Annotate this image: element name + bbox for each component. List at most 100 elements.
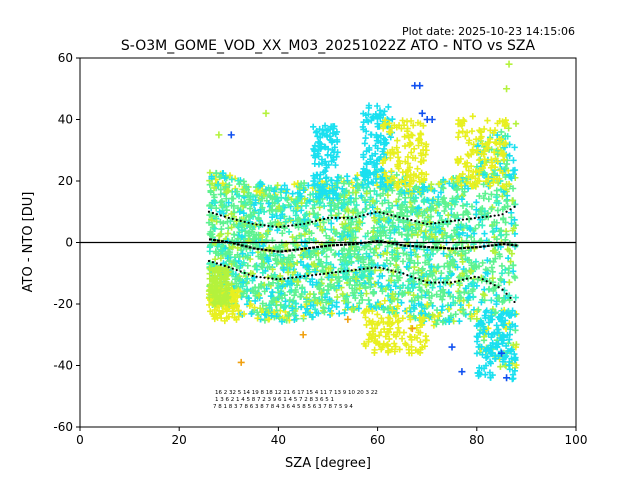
scatter-point	[403, 341, 410, 349]
scatter-point	[285, 312, 292, 320]
scatter-point	[503, 374, 511, 382]
scatter-point	[230, 290, 237, 297]
std-mark	[509, 296, 512, 299]
scatter-point	[324, 151, 331, 159]
scatter-point	[489, 349, 496, 357]
std-mark	[378, 266, 381, 269]
std-mark	[322, 272, 326, 275]
scatter-point	[489, 228, 497, 236]
scatter-point	[428, 230, 435, 238]
scatter-point	[320, 305, 327, 312]
scatter-point	[472, 136, 480, 143]
scatter-point	[274, 227, 281, 234]
scatter-point	[265, 316, 272, 323]
scatter-point	[404, 153, 412, 161]
scatter-point	[380, 325, 388, 333]
scatter-point	[426, 256, 433, 263]
scatter-point	[342, 295, 350, 303]
scatter-point	[279, 211, 286, 218]
scatter-point	[235, 313, 242, 320]
scatter-point	[300, 186, 307, 194]
scatter-point	[369, 288, 377, 296]
scatter-point	[407, 208, 415, 216]
scatter-point	[488, 191, 495, 198]
scatter-point	[410, 292, 417, 299]
scatter-point	[419, 273, 427, 280]
scatter-point	[409, 132, 416, 139]
scatter-point	[418, 287, 425, 294]
scatter-point	[440, 250, 447, 257]
scatter-point	[378, 272, 386, 280]
scatter-point	[389, 307, 396, 314]
scatter-point	[372, 150, 379, 158]
scatter-point	[494, 158, 501, 165]
scatter-point	[478, 150, 485, 158]
scatter-point	[417, 309, 425, 317]
std-mark	[342, 216, 345, 219]
std-mark	[350, 269, 353, 272]
scatter-point	[438, 231, 446, 238]
std-mark	[283, 277, 286, 280]
scatter-point	[266, 302, 273, 309]
scatter-point	[278, 294, 286, 302]
std-mark	[489, 282, 492, 285]
scatter-point	[502, 342, 510, 350]
scatter-point	[249, 249, 256, 257]
scatter-point	[429, 250, 437, 258]
scatter-point	[465, 256, 473, 264]
scatter-point	[348, 234, 356, 242]
scatter-point	[420, 239, 427, 247]
std-mark	[283, 225, 286, 228]
std-mark	[398, 271, 401, 274]
std-mark	[215, 213, 218, 216]
scatter-point	[319, 126, 327, 134]
scatter-point	[403, 251, 410, 258]
scatter-point	[278, 186, 285, 193]
std-mark	[231, 217, 234, 220]
scatter-point	[360, 126, 367, 133]
scatter-point	[503, 231, 510, 238]
std-mark	[386, 268, 389, 271]
scatter-point	[502, 165, 509, 172]
scatter-point	[309, 190, 317, 198]
scatter-point	[302, 202, 310, 210]
scatter-point	[429, 197, 437, 204]
scatter-point	[488, 205, 495, 213]
count-row-1: 16 2 32 5 14 19 8 18 12 21 6 17 15 4 11 …	[215, 390, 378, 396]
scatter-point	[215, 131, 223, 139]
std-mark	[497, 286, 500, 289]
scatter-point	[471, 245, 478, 252]
scatter-point	[420, 176, 428, 184]
scatter-point	[384, 149, 391, 156]
scatter-point	[301, 251, 309, 258]
scatter-point	[228, 224, 235, 231]
scatter-point	[312, 268, 319, 275]
scatter-point	[435, 223, 443, 230]
scatter-point	[362, 243, 369, 250]
scatter-point	[314, 299, 321, 307]
scatter-point	[360, 309, 368, 317]
std-mark	[326, 272, 330, 275]
std-mark	[505, 292, 508, 295]
std-mark	[481, 216, 484, 219]
scatter-point	[306, 290, 314, 298]
scatter-point	[282, 195, 289, 202]
scatter-point	[502, 121, 509, 129]
scatter-point	[265, 281, 273, 288]
scatter-point	[233, 262, 241, 270]
scatter-point	[458, 195, 466, 203]
scatter-point	[440, 235, 447, 242]
std-mark	[426, 222, 429, 226]
std-mark	[299, 275, 302, 278]
scatter-point	[330, 130, 337, 137]
std-mark	[307, 274, 310, 277]
scatter-point	[370, 114, 377, 121]
scatter-point	[412, 194, 419, 201]
scatter-point	[440, 185, 447, 192]
std-mark	[410, 219, 413, 222]
scatter-point	[420, 197, 427, 205]
scatter-point	[344, 231, 351, 239]
scatter-point	[491, 329, 498, 336]
std-mark	[394, 215, 397, 218]
scatter-point	[385, 103, 392, 111]
